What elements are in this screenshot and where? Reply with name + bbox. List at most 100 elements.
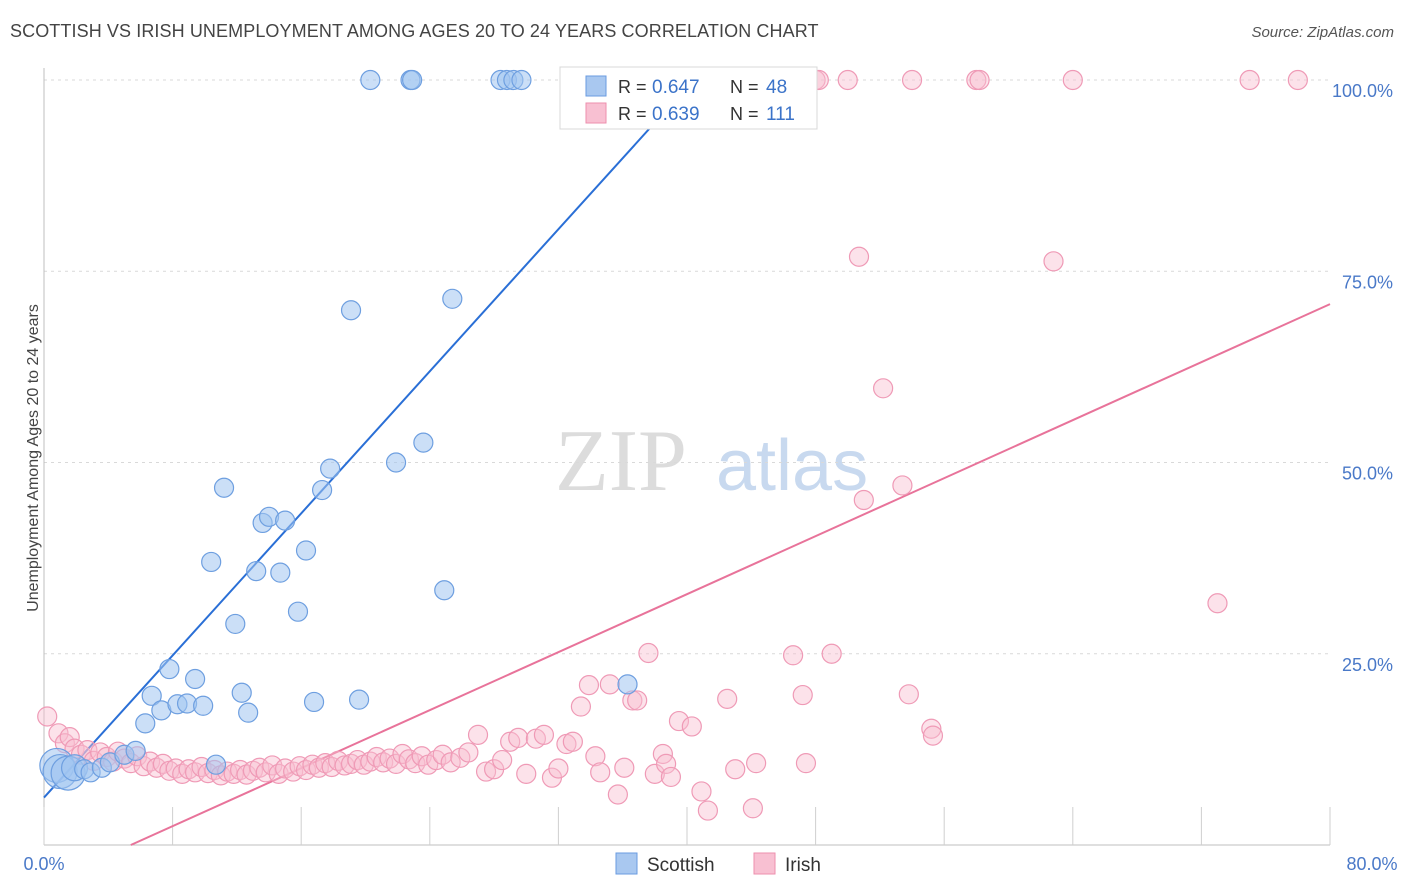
scottish-point (213, 477, 235, 498)
irish-point (697, 800, 718, 821)
irish-point (853, 489, 874, 511)
legend-label-irish: Irish (785, 855, 821, 876)
scottish-point (159, 658, 180, 680)
irish-point (295, 759, 317, 781)
irish-point (440, 752, 461, 773)
irish-point (139, 751, 161, 772)
scottish-point (385, 452, 407, 473)
irish-point (590, 762, 611, 783)
irish-point (48, 723, 69, 744)
irish-point (660, 766, 682, 788)
legend-swatch-irish (585, 102, 607, 124)
scottish-point (270, 562, 291, 583)
legend-n-label-scottish: N = (730, 77, 759, 97)
irish-point (548, 758, 569, 779)
irish-point (614, 757, 635, 778)
legend-r-irish: 0.639 (652, 104, 700, 125)
scottish-point (360, 69, 381, 91)
x-tick-label: 0.0% (23, 854, 64, 874)
y-tick-label: 75.0% (1342, 272, 1393, 292)
irish-point (77, 740, 98, 761)
irish-point (321, 756, 342, 778)
scottish-point (311, 479, 333, 501)
watermark: ZIP atlas (555, 413, 868, 510)
irish-point (1062, 69, 1083, 91)
irish-point (475, 761, 497, 782)
scottish-point (287, 601, 309, 622)
stats-legend: R = 0.647 N = 48 R = 0.639 N = 111 (559, 66, 818, 130)
legend-r-label-irish: R = (618, 104, 647, 124)
irish-point (59, 727, 80, 748)
legend-n-irish: 111 (766, 104, 795, 125)
scottish-point (320, 458, 341, 479)
scottish-point (238, 702, 259, 723)
irish-point (599, 674, 620, 695)
irish-point (782, 645, 804, 666)
series-legend: Scottish Irish (615, 852, 821, 876)
scottish-point (193, 695, 214, 716)
irish-point (746, 753, 767, 774)
irish-point (585, 746, 606, 767)
irish-point (848, 246, 870, 267)
irish-point (432, 744, 453, 765)
scottish-point (135, 713, 156, 734)
legend-r-label-scottish: R = (618, 77, 647, 97)
scottish-point (225, 613, 246, 635)
irish-point (570, 696, 592, 717)
irish-point (516, 763, 537, 784)
irish-point (398, 749, 420, 770)
scottish-point (617, 674, 638, 695)
irish-point (668, 710, 690, 732)
data-points (37, 69, 1308, 821)
irish-point (1287, 69, 1308, 91)
irish-point (821, 643, 842, 664)
irish-point (638, 642, 659, 664)
scottish-point (442, 288, 463, 309)
legend-r-scottish: 0.647 (652, 77, 700, 98)
irish-point (892, 475, 913, 496)
irish-point (366, 746, 387, 768)
irish-point (373, 752, 394, 773)
irish-point (283, 761, 304, 782)
scottish-point (303, 691, 325, 713)
legend-swatch-irish-bottom (753, 852, 776, 875)
y-axis-label: Unemployment Among Ages 20 to 24 years (25, 304, 42, 612)
irish-point (578, 675, 600, 696)
irish-point (681, 716, 702, 737)
y-tick-label: 100.0% (1332, 81, 1393, 101)
irish-point (795, 753, 817, 774)
irish-point (792, 684, 813, 706)
irish-point (922, 725, 944, 746)
scottish-point (201, 551, 222, 573)
irish-point (562, 731, 583, 752)
irish-point (533, 724, 555, 745)
scottish-point (413, 432, 434, 453)
scottish-point (185, 668, 206, 690)
watermark-zip: ZIP (555, 413, 687, 510)
scottish-point (295, 540, 317, 561)
scottish-point (402, 69, 423, 91)
scottish-trend-line (43, 79, 695, 799)
irish-point (969, 69, 990, 91)
source-label: Source: ZipAtlas.com (1251, 24, 1394, 41)
legend-n-scottish: 48 (766, 77, 787, 98)
scottish-point (348, 689, 370, 710)
irish-point (607, 784, 628, 805)
irish-point (742, 798, 764, 819)
irish-point (508, 727, 529, 749)
irish-point (656, 753, 677, 775)
irish-point (691, 781, 712, 802)
scottish-point (434, 580, 455, 601)
irish-point (467, 724, 489, 745)
y-tick-label: 50.0% (1342, 464, 1393, 484)
scottish-point (246, 561, 267, 582)
irish-point (898, 684, 919, 705)
irish-point (1043, 251, 1064, 272)
x-tick-label: 80.0% (1346, 854, 1397, 874)
y-tick-label: 25.0% (1342, 655, 1393, 675)
legend-label-scottish: Scottish (647, 855, 715, 876)
scottish-point (340, 300, 362, 321)
scottish-point (275, 510, 296, 531)
watermark-atlas: atlas (716, 426, 868, 506)
